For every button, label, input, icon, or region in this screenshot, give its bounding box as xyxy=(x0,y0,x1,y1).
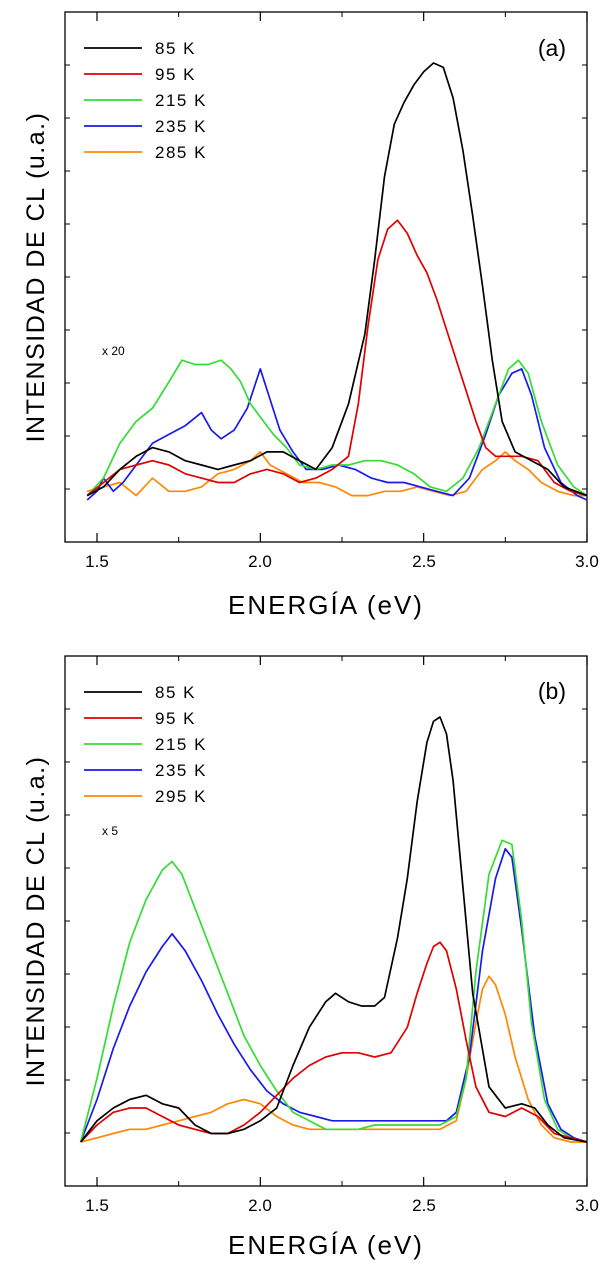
series-line-85k xyxy=(86,62,588,497)
legend-label-235k: 235 K xyxy=(155,761,207,780)
x-tick-label: 3.0 xyxy=(575,1196,599,1215)
legend-label-95k: 95 K xyxy=(155,709,196,728)
legend-label-285k: 285 K xyxy=(155,143,207,162)
x-tick-label: 2.0 xyxy=(248,1196,272,1215)
scale-annotation: x 5 xyxy=(102,824,118,838)
x-axis-label: ENERGÍA (eV) xyxy=(228,1230,424,1260)
series-line-285k xyxy=(86,451,587,497)
y-axis-label: INTENSIDAD DE CL (u.a.) xyxy=(22,756,50,1087)
series-group xyxy=(79,716,588,1143)
x-axis-label: ENERGÍA (eV) xyxy=(228,590,424,620)
series-line-215k xyxy=(86,359,588,497)
series-line-95k xyxy=(86,219,588,497)
series-line-235k xyxy=(79,847,588,1143)
tick-marks xyxy=(65,12,588,542)
series-line-215k xyxy=(79,839,588,1143)
legend-label-215k: 215 K xyxy=(155,91,207,110)
legend-label-85k: 85 K xyxy=(155,39,196,58)
chart-panel-a: 1.5 2.0 2.5 3.0 ENERGÍA (eV) INTENSIDAD … xyxy=(22,11,599,620)
x-tick-label: 1.5 xyxy=(85,1196,109,1215)
legend-label-85k: 85 K xyxy=(155,683,196,702)
legend: 85 K 95 K 215 K 235 K 295 K xyxy=(84,683,207,806)
x-tick-label: 3.0 xyxy=(575,552,599,571)
legend-label-95k: 95 K xyxy=(155,65,196,84)
series-group xyxy=(86,62,588,501)
series-line-295k xyxy=(80,975,587,1143)
x-tick-label: 2.5 xyxy=(412,1196,436,1215)
series-line-95k xyxy=(80,941,588,1143)
chart-panel-b: 1.5 2.0 2.5 3.0 ENERGÍA (eV) INTENSIDAD … xyxy=(22,655,599,1260)
legend-label-215k: 215 K xyxy=(155,735,207,754)
legend: 85 K 95 K 215 K 235 K 285 K xyxy=(84,39,207,162)
legend-label-235k: 235 K xyxy=(155,117,207,136)
x-tick-labels: 1.5 2.0 2.5 3.0 xyxy=(85,1196,599,1215)
series-line-85k xyxy=(80,716,588,1143)
tick-marks xyxy=(65,656,588,1186)
panel-label: (b) xyxy=(538,678,566,704)
x-tick-label: 1.5 xyxy=(85,552,109,571)
y-axis-label: INTENSIDAD DE CL (u.a.) xyxy=(22,112,50,443)
legend-label-295k: 295 K xyxy=(155,787,207,806)
scale-annotation: x 20 xyxy=(102,344,125,358)
x-tick-labels: 1.5 2.0 2.5 3.0 xyxy=(85,552,599,571)
panel-label: (a) xyxy=(538,35,566,61)
x-tick-label: 2.0 xyxy=(248,552,272,571)
x-tick-label: 2.5 xyxy=(412,552,436,571)
